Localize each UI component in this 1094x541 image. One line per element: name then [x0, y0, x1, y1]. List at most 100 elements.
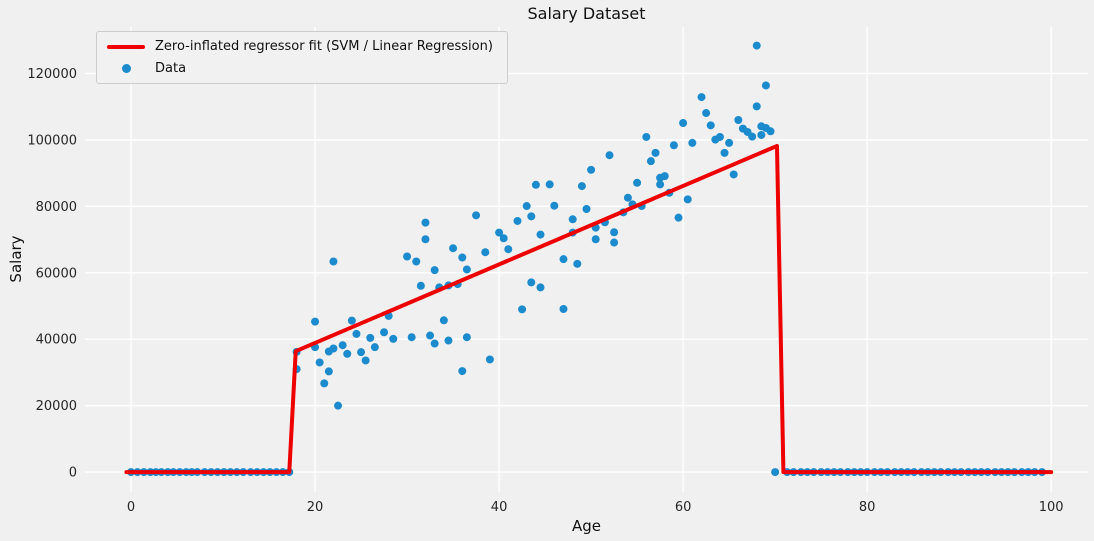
data-point — [771, 468, 780, 477]
data-point — [495, 228, 504, 237]
data-point — [651, 148, 660, 157]
data-point — [527, 212, 536, 221]
data-point — [407, 333, 416, 342]
x-tick-label: 0 — [127, 500, 135, 515]
y-tick-label: 60000 — [36, 266, 77, 281]
data-point — [761, 81, 770, 90]
data-point — [430, 266, 439, 275]
data-point — [752, 102, 761, 111]
data-point — [444, 336, 453, 345]
data-point — [674, 213, 683, 222]
y-tick-label: 20000 — [36, 399, 77, 414]
data-point — [347, 316, 356, 325]
data-point — [587, 165, 596, 174]
plot-area — [85, 27, 1088, 492]
data-point — [361, 356, 370, 365]
data-point — [623, 193, 632, 202]
x-tick-label: 20 — [307, 500, 324, 515]
y-axis-label: Salary — [7, 235, 25, 283]
data-point — [329, 344, 338, 353]
y-tick-label: 0 — [69, 466, 77, 481]
data-point — [669, 141, 678, 150]
legend-item-fit: Zero-inflated regressor fit (SVM / Linea… — [107, 39, 493, 54]
data-point — [573, 259, 582, 268]
data-point — [559, 255, 568, 264]
data-point — [610, 228, 619, 237]
data-point — [416, 281, 425, 290]
data-point — [352, 329, 361, 338]
y-tick-label: 80000 — [36, 200, 77, 215]
x-tick-label: 100 — [1039, 500, 1064, 515]
data-point — [550, 201, 559, 210]
data-point — [458, 367, 467, 376]
data-point — [577, 182, 586, 191]
data-point — [729, 170, 738, 179]
legend-dot-swatch-wrap — [107, 64, 145, 73]
data-point — [481, 248, 490, 257]
y-tick-label: 120000 — [27, 67, 77, 82]
data-point — [748, 132, 757, 141]
data-point — [329, 257, 338, 266]
data-point — [320, 379, 329, 388]
data-point — [545, 180, 554, 189]
x-axis-label: Age — [571, 517, 601, 535]
data-point — [504, 245, 513, 254]
data-point — [536, 283, 545, 292]
data-point — [527, 278, 536, 287]
x-tick-label: 40 — [491, 500, 508, 515]
data-point — [568, 215, 577, 224]
legend-fit-label: Zero-inflated regressor fit (SVM / Linea… — [155, 39, 493, 54]
data-point — [531, 180, 540, 189]
data-point — [697, 93, 706, 102]
data-point — [734, 116, 743, 124]
data-point — [591, 235, 600, 244]
data-point — [752, 41, 761, 50]
data-point — [605, 151, 614, 160]
data-point — [462, 265, 471, 274]
y-tick-label: 40000 — [36, 333, 77, 348]
y-tick-label: 100000 — [27, 133, 77, 148]
data-point — [642, 132, 651, 141]
data-point — [715, 132, 724, 141]
legend-dot-swatch — [121, 64, 131, 73]
legend-data-label: Data — [155, 61, 187, 76]
data-point — [462, 333, 471, 342]
data-point — [421, 235, 430, 244]
data-point — [324, 367, 333, 376]
data-point — [412, 257, 421, 266]
data-point — [472, 211, 481, 220]
data-point — [334, 401, 343, 410]
data-point — [370, 343, 379, 352]
data-point — [380, 328, 389, 337]
data-point — [366, 333, 375, 342]
data-point — [315, 358, 324, 367]
legend-item-data: Data — [107, 61, 493, 76]
data-point — [421, 218, 430, 227]
data-point — [485, 355, 494, 364]
data-point — [633, 178, 642, 187]
data-point — [449, 244, 458, 253]
x-tick-label: 60 — [675, 500, 692, 515]
data-point — [389, 334, 398, 343]
data-point — [357, 348, 366, 357]
x-tick-label: 80 — [859, 500, 876, 515]
legend-line-swatch — [107, 44, 145, 49]
data-point — [702, 109, 711, 118]
data-point — [338, 341, 347, 350]
data-point — [610, 238, 619, 247]
data-point — [706, 121, 715, 130]
legend: Zero-inflated regressor fit (SVM / Linea… — [96, 31, 508, 84]
data-point — [582, 205, 591, 214]
data-point — [656, 180, 665, 189]
chart-title: Salary Dataset — [527, 4, 646, 23]
data-point — [403, 252, 412, 261]
data-point — [766, 127, 775, 136]
data-point — [688, 138, 697, 147]
data-point — [660, 172, 669, 181]
data-point — [683, 195, 692, 204]
data-point — [518, 305, 527, 314]
data-point — [343, 349, 352, 358]
data-point — [522, 202, 531, 211]
data-point — [679, 118, 688, 127]
